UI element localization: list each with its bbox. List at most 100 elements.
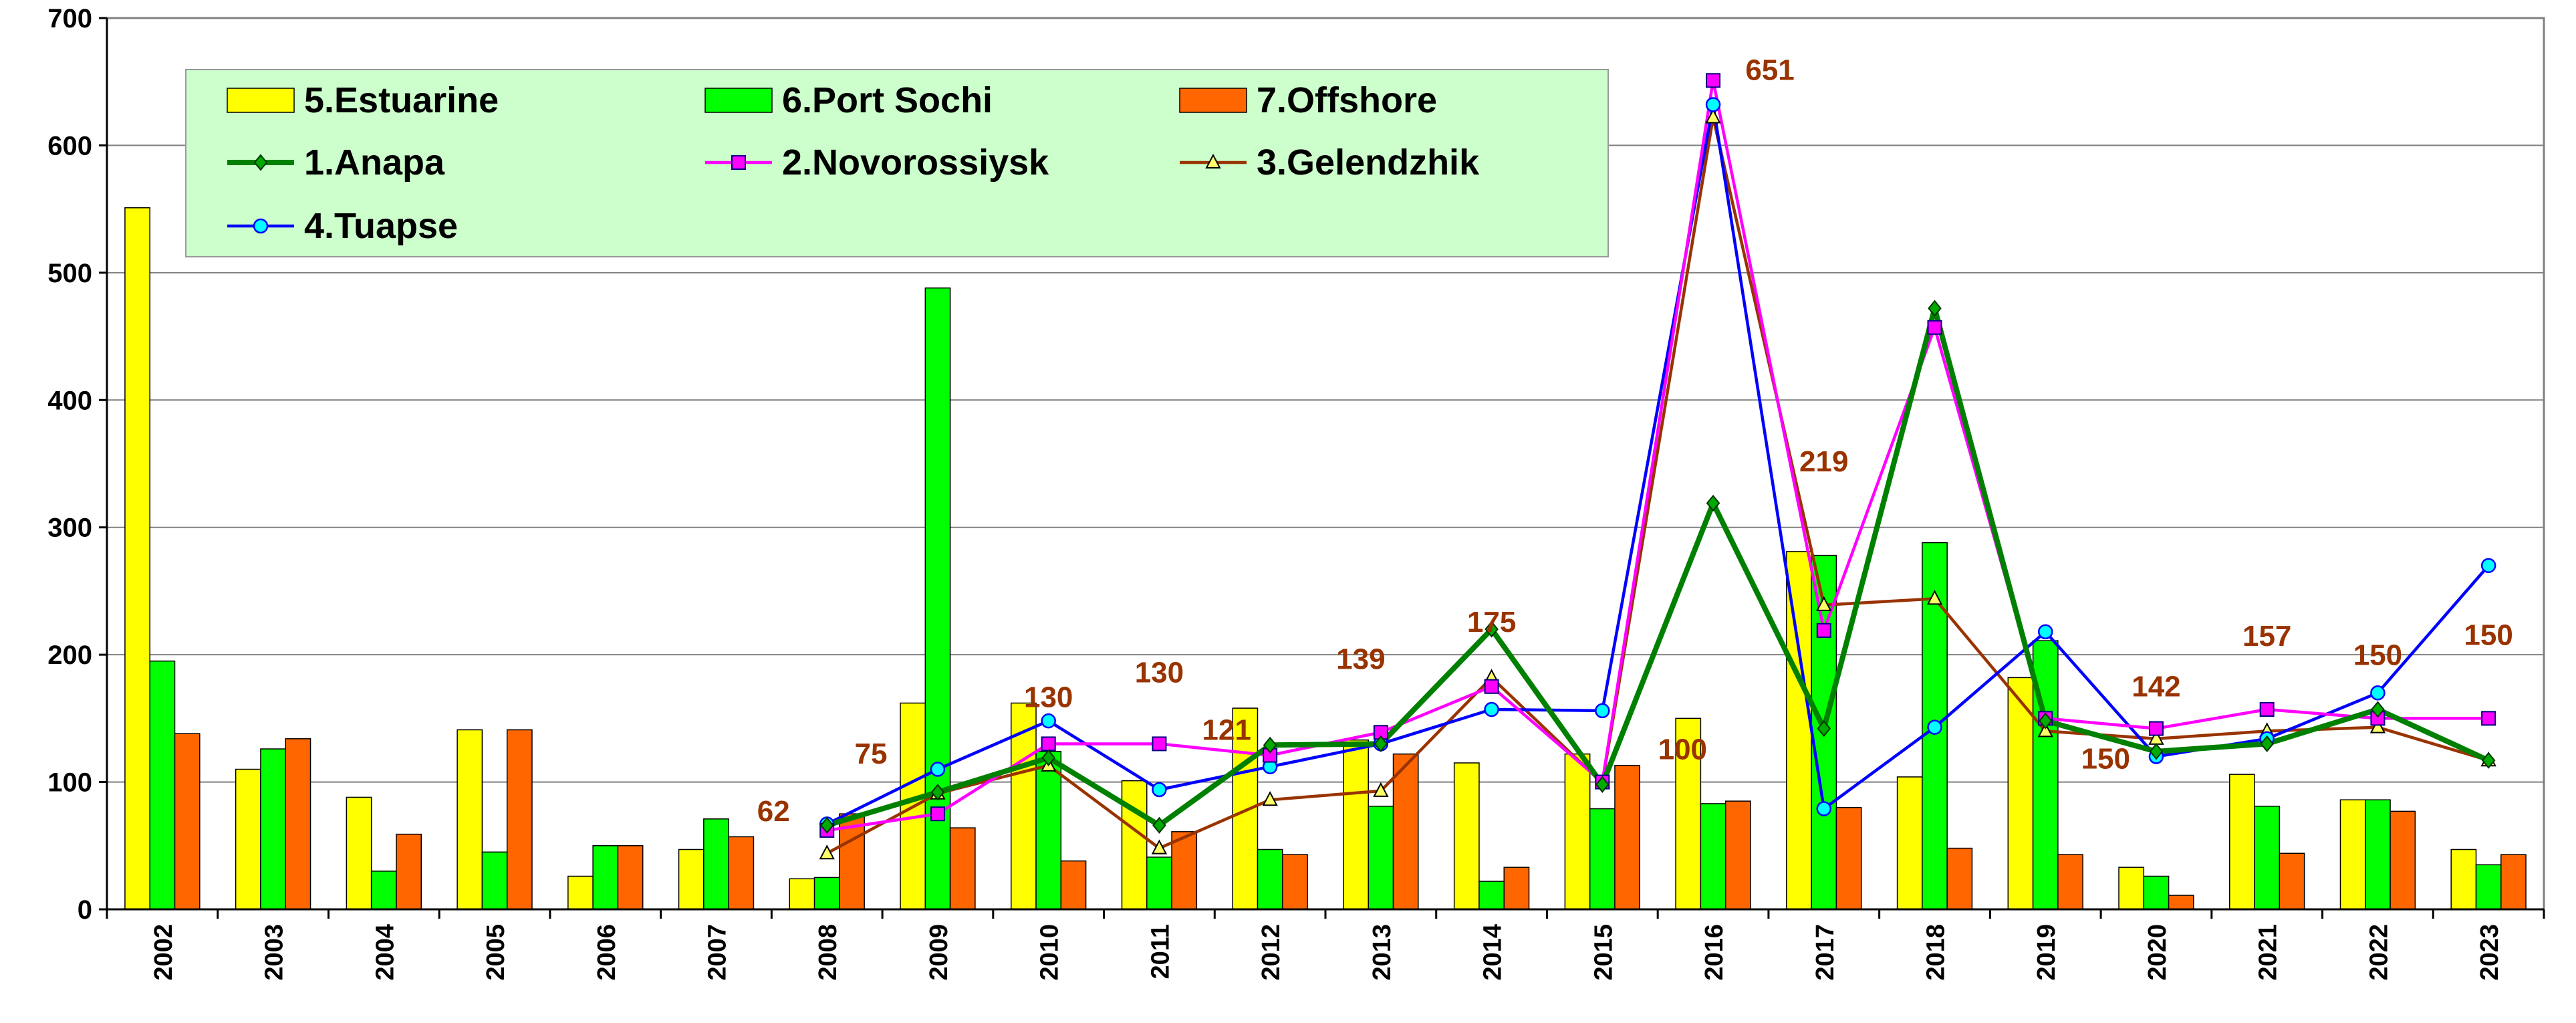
legend-swatch — [704, 88, 773, 113]
bar — [924, 287, 951, 910]
data-label: 121 — [1202, 714, 1251, 747]
legend: 5.Estuarine 6.Port Sochi 7.Offshore 1.Anapa… — [185, 69, 1609, 257]
data-label: 219 — [1799, 445, 1848, 478]
y-tick-label: 500 — [47, 259, 92, 288]
data-point — [1041, 736, 1056, 752]
bar — [1121, 780, 1148, 910]
data-point — [1928, 300, 1942, 317]
bar — [2390, 810, 2416, 910]
bar — [506, 729, 533, 910]
bar — [1171, 831, 1198, 910]
bar — [1060, 860, 1087, 910]
y-tick-label: 400 — [47, 386, 92, 415]
data-point — [1041, 749, 1055, 766]
data-point — [1484, 701, 1499, 717]
data-point — [2481, 711, 2496, 726]
x-tick-label: 2014 — [1479, 924, 1507, 981]
data-point — [731, 155, 746, 170]
data-point — [1152, 736, 1167, 752]
bar — [1343, 739, 1369, 910]
data-point — [1151, 839, 1168, 855]
data-label: 150 — [2353, 639, 2402, 671]
data-point — [930, 784, 945, 801]
legend-swatch — [227, 88, 295, 113]
x-tick-label: 2017 — [1811, 924, 1839, 981]
data-point — [2259, 702, 2275, 717]
bar — [124, 207, 150, 910]
bar — [1835, 806, 1862, 910]
data-point — [1373, 782, 1389, 797]
bar — [2007, 677, 2034, 910]
data-point — [253, 154, 268, 171]
bar — [728, 836, 755, 910]
bar — [592, 845, 619, 910]
bar — [2228, 774, 2255, 910]
data-point — [1816, 596, 1832, 611]
data-point — [1263, 736, 1277, 754]
x-tick-label: 2005 — [482, 924, 510, 981]
data-point — [1041, 713, 1056, 729]
y-tick-label: 600 — [47, 131, 92, 160]
data-point — [2149, 743, 2164, 760]
series-line — [826, 79, 2489, 832]
bar — [949, 827, 976, 910]
legend-label: 2.Novorossiysk — [782, 142, 1049, 183]
data-point — [2260, 735, 2274, 753]
data-point — [1706, 494, 1720, 512]
bar — [567, 875, 594, 910]
data-point — [2480, 558, 2496, 574]
x-tick-label: 2018 — [1922, 924, 1950, 981]
data-label: 100 — [1658, 733, 1707, 766]
data-point — [1705, 108, 1721, 124]
bar — [2365, 799, 2391, 910]
axes — [99, 17, 2545, 919]
x-tick-label: 2007 — [704, 924, 732, 981]
bar — [457, 729, 483, 910]
bar — [1946, 847, 1973, 910]
data-label: 142 — [2132, 671, 2180, 703]
bar — [678, 848, 704, 910]
x-tick-label: 2008 — [814, 924, 842, 981]
data-point — [2370, 685, 2386, 701]
bar — [2118, 867, 2145, 910]
bar — [2143, 875, 2170, 910]
x-tick-label: 2002 — [150, 924, 178, 981]
bar — [481, 851, 508, 910]
bar — [2450, 848, 2477, 910]
bar — [1614, 765, 1641, 910]
bar — [1368, 806, 1394, 910]
bar — [1453, 762, 1480, 910]
data-label: 175 — [1467, 606, 1516, 639]
bar — [1564, 753, 1591, 910]
data-label: 62 — [757, 795, 790, 828]
bar — [1724, 800, 1751, 910]
data-point — [1485, 620, 1499, 638]
data-point — [2037, 624, 2053, 640]
x-tick-label: 2011 — [1146, 924, 1174, 979]
bar — [1700, 803, 1726, 910]
bar — [396, 833, 422, 910]
x-tick-label: 2009 — [925, 924, 953, 981]
data-point — [1927, 719, 1942, 735]
data-point — [1262, 791, 1278, 806]
legend-label: 1.Anapa — [304, 142, 445, 183]
bar — [260, 748, 286, 910]
y-tick-label: 700 — [47, 4, 92, 33]
data-point — [2037, 722, 2053, 737]
x-tick-label: 2020 — [2144, 924, 2172, 981]
x-tick-label: 2006 — [593, 924, 621, 981]
data-point — [1595, 703, 1610, 719]
data-point — [930, 806, 945, 822]
bar — [1146, 857, 1172, 910]
data-point — [1705, 97, 1721, 112]
bar — [2339, 799, 2366, 910]
bar — [1035, 751, 1062, 910]
y-tick-label: 300 — [47, 514, 92, 543]
bar — [1896, 776, 1923, 910]
data-point — [1374, 735, 1388, 753]
data-point — [1816, 801, 1832, 816]
x-tick-label: 2004 — [371, 924, 399, 981]
bar — [149, 660, 176, 910]
x-tick-label: 2023 — [2476, 924, 2504, 981]
